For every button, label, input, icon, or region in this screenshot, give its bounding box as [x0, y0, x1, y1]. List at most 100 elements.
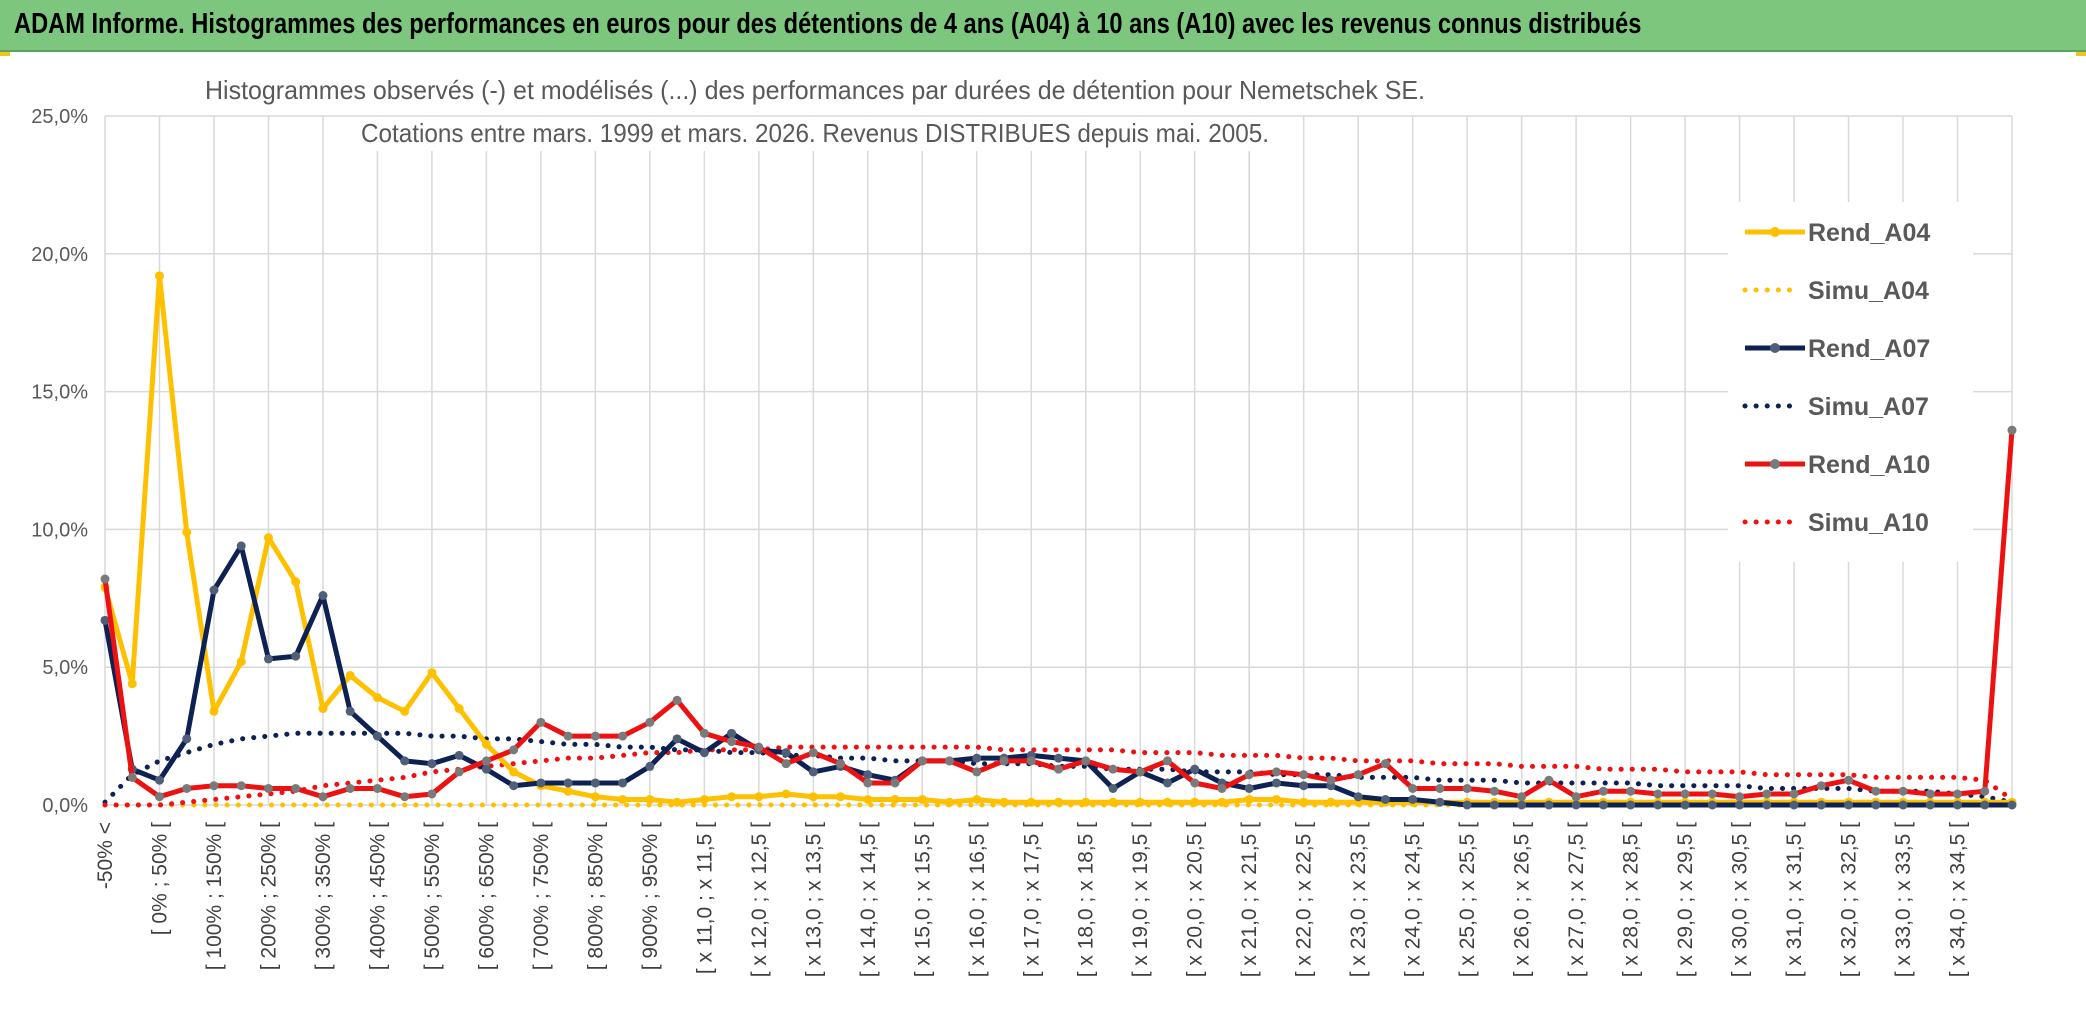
data-point [1108, 797, 1118, 807]
data-point [754, 792, 764, 802]
data-point [808, 767, 818, 777]
x-tick-label: [ x 31,0 ; x 31,5 [ [1783, 822, 1806, 977]
data-point [727, 792, 737, 802]
x-tick-label: [ 100% ; 150% [ [203, 822, 226, 970]
series-group [100, 271, 2017, 810]
data-point [1680, 800, 1690, 810]
data-point [1162, 756, 1172, 766]
chart-subtitle-background [355, 117, 1275, 151]
data-point [1762, 800, 1772, 810]
data-point [808, 748, 818, 758]
data-point [945, 797, 955, 807]
data-point [154, 775, 164, 785]
data-point [236, 541, 246, 551]
data-point [1380, 759, 1390, 769]
data-point [1653, 789, 1663, 799]
x-tick-label: [ 300% ; 350% [ [312, 822, 335, 970]
x-tick-label: [ x 29,0 ; x 29,5 [ [1674, 822, 1697, 977]
data-point [672, 734, 682, 744]
data-point [1544, 775, 1554, 785]
data-point [808, 792, 818, 802]
data-point [1135, 797, 1145, 807]
x-tick-label: [ x 16,0 ; x 16,5 [ [966, 822, 989, 977]
data-point [1598, 786, 1608, 796]
data-point [1190, 764, 1200, 774]
legend-label: Rend_A10 [1808, 451, 1930, 479]
data-point [345, 783, 355, 793]
x-tick-label: [ x 26,0 ; x 26,5 [ [1511, 822, 1534, 977]
data-point [863, 794, 873, 804]
report-title: ADAM Informe. Histogrammes des performan… [14, 8, 1642, 40]
data-point [999, 797, 1009, 807]
data-point [454, 704, 464, 714]
legend-item-rend_a07: Rend_A07 [1745, 335, 1930, 363]
data-point [1816, 800, 1826, 810]
data-point [1980, 786, 1990, 796]
data-point [1271, 778, 1281, 788]
data-point [563, 786, 573, 796]
data-point [427, 668, 437, 678]
data-point [1244, 783, 1254, 793]
data-point [1026, 797, 1036, 807]
data-point [182, 734, 192, 744]
data-point [672, 797, 682, 807]
data-point [1925, 789, 1935, 799]
data-point [945, 756, 955, 766]
series-line [102, 273, 2012, 805]
data-point [1953, 800, 1963, 810]
series-line [102, 430, 2015, 800]
data-point [454, 767, 464, 777]
chart-title-background [195, 74, 1435, 108]
data-point [509, 745, 519, 755]
data-point [1435, 783, 1445, 793]
data-point [1762, 789, 1772, 799]
x-tick-label: -50% < [94, 822, 117, 889]
data-point [1081, 797, 1091, 807]
series-line [102, 730, 2015, 805]
data-point [836, 792, 846, 802]
y-axis: 0,0% 5,0% 10,0% 15,0% 20,0% 25,0% [31, 106, 88, 817]
data-point [1054, 753, 1063, 763]
data-point [1054, 797, 1063, 807]
legend-marker [1770, 459, 1780, 469]
data-point [563, 731, 573, 741]
data-point [1626, 800, 1636, 810]
data-point [318, 704, 328, 714]
data-point [427, 759, 437, 769]
x-tick-label: [ x 27,0 ; x 27,5 [ [1565, 822, 1588, 977]
data-point [372, 693, 382, 703]
data-point [509, 781, 519, 791]
data-point [509, 767, 519, 777]
data-point [1408, 794, 1418, 804]
data-point [890, 794, 900, 804]
data-point [781, 748, 791, 758]
data-point [917, 794, 927, 804]
data-point [1735, 800, 1745, 810]
data-point [999, 756, 1009, 766]
x-tick-label: [ x 18,0 ; x 18,5 [ [1075, 822, 1098, 977]
data-point [1980, 800, 1990, 810]
data-point [1299, 770, 1309, 780]
x-tick-label: [ x 30,0 ; x 30,5 [ [1729, 822, 1752, 977]
data-point [727, 737, 737, 747]
data-point [1108, 764, 1118, 774]
data-point [1435, 797, 1445, 807]
x-tick-label: [ x 23,0 ; x 23,5 [ [1347, 822, 1370, 977]
data-point [1462, 800, 1472, 810]
legend-item-simu_a04: Simu_A04 [1742, 277, 1929, 305]
data-point [1953, 789, 1963, 799]
data-point [972, 767, 982, 777]
x-tick-label: [ 700% ; 750% [ [530, 822, 553, 970]
y-tick-label: 25,0% [31, 106, 88, 128]
chart-subtitle: Cotations entre mars. 1999 et mars. 2026… [361, 118, 1269, 148]
data-point [345, 670, 355, 680]
data-point [1598, 800, 1608, 810]
data-point [781, 759, 791, 769]
data-point [1898, 786, 1908, 796]
data-point [236, 781, 246, 791]
data-point [1544, 800, 1554, 810]
corner-accent-top-left [0, 52, 10, 56]
x-tick-label: [ x 34,0 ; x 34,5 [ [1947, 822, 1970, 977]
y-tick-label: 10,0% [31, 519, 88, 541]
data-point [345, 706, 355, 716]
